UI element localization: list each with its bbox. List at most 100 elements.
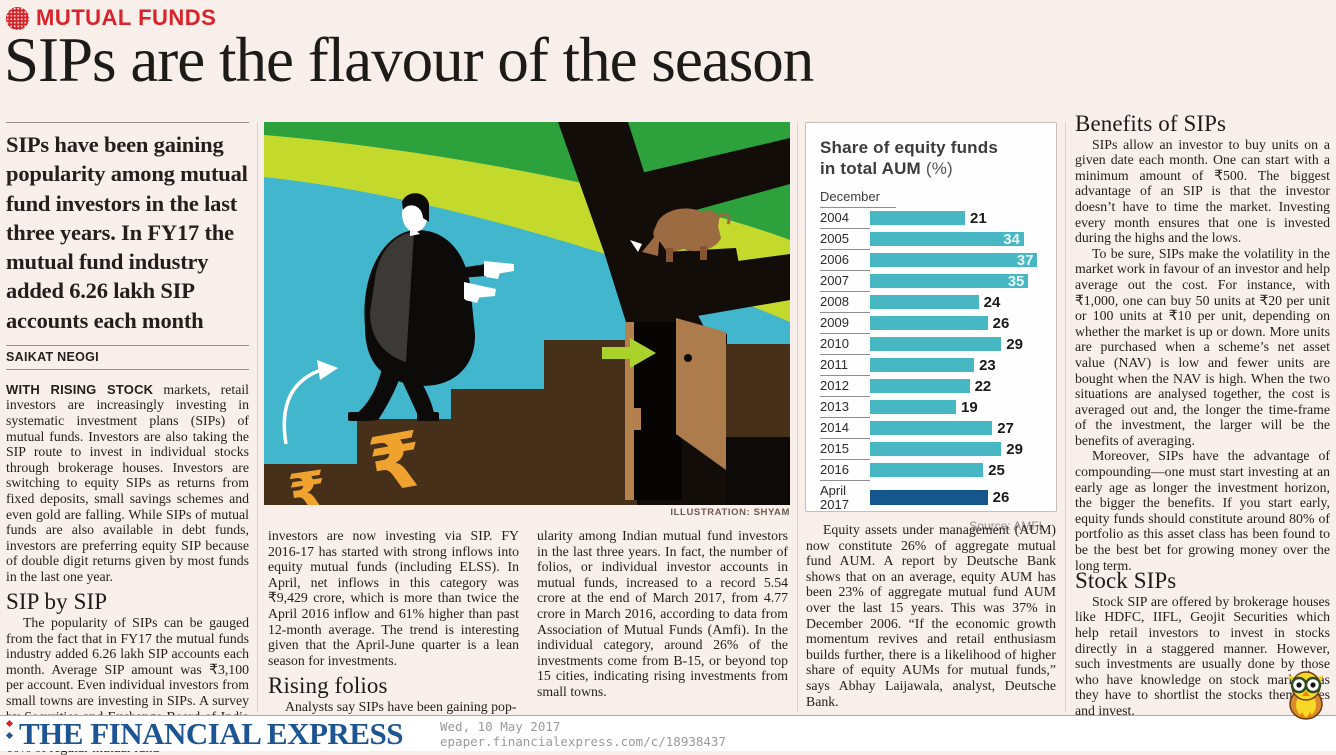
right-shadow [726,437,790,505]
chart-category-label: 2010 [820,334,870,355]
chart-bar: 23 [870,357,996,374]
article-headline: SIPs are the flavour of the season [4,25,814,95]
chart-value-label: 37 [1016,251,1034,269]
chart-row: 2015 29 [820,439,1042,460]
chart-value-label: 34 [1003,230,1020,248]
column-left: SIPs have been gaining popularity among … [6,122,249,755]
chart-row: 2010 29 [820,334,1042,355]
column-4: Equity assets under management (AUM) now… [806,522,1056,709]
byline: SAIKAT NEOGI [6,349,99,364]
chart-row: 2013 19 [820,397,1042,418]
chart-category-label: 2006 [820,250,870,271]
masthead-dots-icon [5,719,14,745]
chart-category-label: April 2017 [820,482,849,512]
paragraph: To be sure, SIPs make the volatility in … [1075,245,1330,448]
chart-row: 2008 24 [820,292,1042,313]
chart-category-label: 2016 [820,460,870,481]
epaper-meta: Wed, 10 May 2017 epaper.financialexpress… [440,719,726,749]
section-heading-rising-folios: Rising folios [268,673,388,699]
chart-row: 2016 25 [820,460,1042,481]
chart-bar: 26 [870,315,1009,332]
growth-arrow-icon [282,360,338,445]
chart-row: 2004 21 [820,208,1042,229]
investor-figure [348,193,514,421]
chart-bar: 25 [870,462,1005,479]
chart-bar: 24 [870,294,1000,311]
chart-bar: 21 [870,210,987,227]
masthead-logo[interactable]: THE FINANCIAL EXPRESS [19,716,403,751]
chart-value-label: 29 [1006,335,1023,353]
chart-bar: 19 [870,399,978,416]
chart-category-label: 2009 [820,313,870,334]
chart-value-label: 35 [1007,272,1025,290]
chart-row: 2009 26 [820,313,1042,334]
chart-value-label: 23 [979,356,996,374]
paragraph: Stock SIP are offered by brokerage house… [1075,593,1330,718]
chart-value-label: 26 [992,314,1010,332]
section-heading-stock-sips: Stock SIPs [1075,568,1177,594]
illustration-credit: ILLUSTRATION: SHYAM [670,507,790,518]
rule-top [6,122,249,123]
epaper-url[interactable]: epaper.financialexpress.com/c/18938437 [440,734,726,749]
canopy-dark-green [264,122,790,240]
chart-bar: 27 [870,420,1014,437]
chart-category-label: 2007 [820,271,870,292]
chart-category-label: 2008 [820,292,870,313]
chart-value-label: 25 [988,461,1005,479]
chart-category-label: 2005 [820,229,870,250]
paragraph: Equity assets under management (AUM) now… [806,522,1056,709]
chart-category-label: 2013 [820,397,870,418]
chart-row: 2007 35 [820,271,1042,292]
right-platform [726,344,790,437]
chart-period-label: December [820,189,896,208]
chart-bar: 29 [870,336,1023,353]
section-dot-icon [6,6,29,30]
paragraph: Analysts say SIPs have been gaining pop- [285,698,517,714]
chart-value-label: 26 [992,489,1010,507]
chart-bar: 35 [870,272,1029,290]
byline-block: SAIKAT NEOGI [6,344,249,370]
chart-row: 2012 22 [820,376,1042,397]
door-knob [684,354,692,362]
section-heading-benefits: Benefits of SIPs [1075,111,1227,136]
chart-bar: 34 [870,230,1024,248]
chart-bars: 2004 21 2005 34 2006 37 2007 35 2008 24 2009 26 2010… [820,208,1042,515]
standfirst: SIPs have been gaining popularity among … [6,132,248,333]
bull [630,208,731,262]
stairs [264,340,637,505]
chart-category-label: 2011 [820,355,870,376]
chart-category-label: 2004 [820,208,870,229]
column-2: investors are now investing via SIP. FY … [268,528,519,715]
column-rule [797,122,798,712]
chart-value-label: 29 [1006,440,1023,458]
chart-row: 2014 27 [820,418,1042,439]
lead-in: WITH RISING STOCK [6,381,154,397]
chart-bar: 29 [870,441,1023,458]
chart-value-label: 19 [961,398,978,416]
column-rule [257,122,258,712]
chart-category-label: 2015 [820,439,870,460]
paragraph: Moreover, SIPs have the advantage of com… [1075,448,1330,573]
bull-ledge [626,248,742,282]
paragraph: ularity among Indian mutual fund investo… [537,528,788,699]
column-right: Benefits of SIPs SIPs allow an investor … [1075,111,1330,719]
chart-bar: 37 [870,251,1038,269]
paragraph: WITH RISING STOCK markets, retail invest… [6,381,249,584]
arrow-to-door-icon [602,338,656,368]
chart-value-label: 27 [997,419,1014,437]
chart-value-label: 21 [970,209,987,227]
chart-category-label: 2012 [820,376,870,397]
chart-row: 2006 37 [820,250,1042,271]
door-step [625,408,641,430]
chart-row: April 2017 26 [820,481,1042,515]
tree-branch-upper [594,138,790,232]
chart-row: 2005 34 [820,229,1042,250]
owl-mascot-icon [1288,670,1324,720]
column-rule [1065,122,1066,712]
canopy-yellow-green [264,135,790,322]
epaper-footer: THE FINANCIAL EXPRESS Wed, 10 May 2017 e… [0,670,1336,751]
section-heading-sip-by-sip: SIP by SIP [6,589,108,615]
epaper-date: Wed, 10 May 2017 [440,719,561,734]
paragraph: SIPs allow an investor to buy units on a… [1075,136,1330,246]
chart-value-label: 22 [974,377,992,395]
